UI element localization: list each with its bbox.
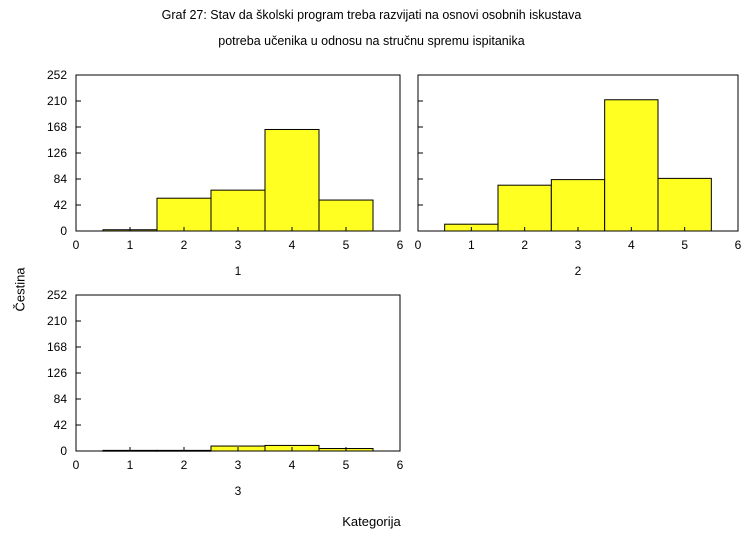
x-tick-label: 4 (289, 238, 296, 252)
y-tick-label: 126 (47, 146, 67, 160)
y-tick-label: 210 (47, 94, 67, 108)
bar-panel1-cat5 (318, 199, 374, 232)
chart-title-line-2: potreba učenika u odnosu na stručnu spre… (218, 34, 525, 48)
y-tick-label: 84 (54, 172, 68, 186)
x-tick-label: 2 (181, 238, 188, 252)
chart-title-line-1: Graf 27: Stav da školski program treba r… (161, 8, 582, 22)
x-axis-label: Kategorija (342, 514, 401, 529)
y-tick-label: 0 (60, 224, 67, 238)
x-tick-label: 0 (73, 238, 80, 252)
x-tick-label: 3 (235, 238, 242, 252)
y-tick-label: 252 (47, 68, 67, 82)
x-tick-label: 5 (343, 238, 350, 252)
x-tick-label: 6 (397, 238, 404, 252)
x-tick-label: 1 (127, 238, 134, 252)
y-tick-label: 168 (47, 120, 67, 134)
bar-panel1-cat2 (156, 197, 212, 232)
y-tick-label: 42 (54, 198, 68, 212)
bar-panel1-cat3 (210, 189, 266, 232)
panel-label: 1 (235, 264, 242, 278)
bar-panel1-cat4 (264, 128, 320, 232)
